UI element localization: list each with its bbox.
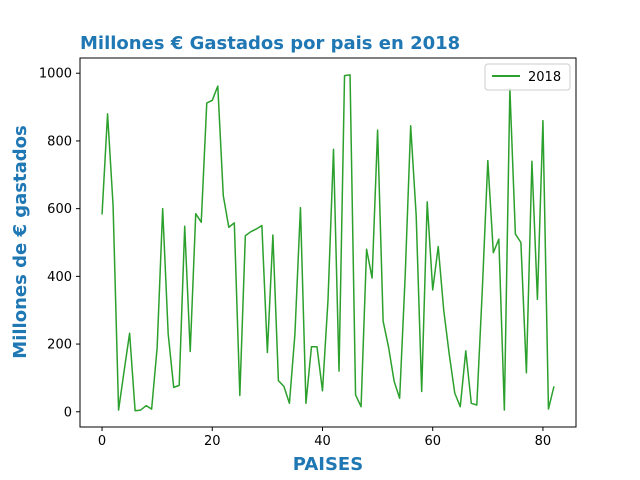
x-tick-label: 80: [535, 434, 552, 449]
x-tick-label: 20: [204, 434, 221, 449]
y-axis-ticks: 0 200 400 600 800 1000: [39, 67, 80, 420]
y-tick-label: 1000: [39, 67, 72, 82]
legend: 2018: [484, 63, 571, 91]
legend-box: [484, 63, 571, 91]
y-tick-label: 800: [47, 134, 72, 149]
x-tick-label: 60: [424, 434, 441, 449]
plot-area: [79, 57, 577, 428]
y-tick-label: 0: [64, 405, 72, 420]
legend-label-2018: 2018: [528, 70, 561, 85]
y-tick-label: 600: [47, 202, 72, 217]
plot-frame: [79, 57, 577, 428]
x-axis-ticks: 0 20 40 60 80: [98, 427, 551, 449]
y-axis-label: Millones de € gastados: [10, 125, 31, 358]
x-tick-label: 40: [314, 434, 331, 449]
chart-title: Millones € Gastados por pais en 2018: [80, 33, 460, 54]
series-line-2018: [101, 74, 555, 412]
x-axis-label: PAISES: [293, 454, 363, 475]
y-tick-label: 400: [47, 270, 72, 285]
y-tick-label: 200: [47, 338, 72, 353]
x-tick-label: 0: [98, 434, 106, 449]
